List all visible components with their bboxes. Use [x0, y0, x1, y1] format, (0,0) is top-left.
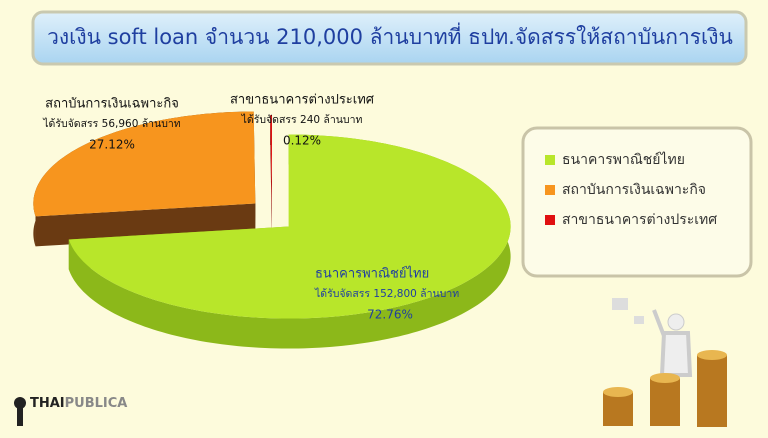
- coins-figure: [603, 298, 727, 427]
- slice-amount: ได้รับจัดสรร 152,800 ล้านบาท: [314, 287, 459, 300]
- legend-swatch: [545, 185, 555, 195]
- coin-top: [697, 350, 727, 360]
- slice-name: สาขาธนาคารต่างประเทศ: [230, 93, 375, 108]
- coin-stack: [603, 392, 633, 426]
- decor-square: [612, 298, 628, 310]
- slice-amount: ได้รับจัดสรร 240 ล้านบาท: [241, 113, 363, 126]
- slice: [270, 115, 272, 208]
- logo-suffix: PUBLICA: [65, 396, 128, 411]
- decor-square: [634, 316, 644, 324]
- slice-value-label: 27.12%: [89, 138, 135, 152]
- legend-swatch: [545, 215, 555, 225]
- legend-box: [521, 126, 753, 278]
- logo-icon: [17, 406, 23, 426]
- coin-top: [603, 387, 633, 397]
- legend-label: ธนาคารพาณิชย์ไทย: [562, 151, 685, 168]
- slice-face: [270, 115, 272, 238]
- pie: [33, 111, 511, 349]
- figure-head: [667, 313, 685, 331]
- slice-name: สถาบันการเงินเฉพาะกิจ: [45, 97, 179, 112]
- legend-swatch: [545, 155, 555, 165]
- coin-stack: [697, 355, 727, 427]
- slice-name: ธนาคารพาณิชย์ไทย: [315, 266, 429, 282]
- chart-title: วงเงิน soft loan จำนวน 210,000 ล้านบาทที…: [47, 22, 733, 49]
- slice-value-label: 72.76%: [367, 308, 413, 322]
- slice-value-label: 0.12%: [283, 134, 321, 148]
- slice: [68, 134, 511, 319]
- slice-amount: ได้รับจัดสรร 56,960 ล้านบาท: [42, 117, 181, 130]
- legend-label: สถาบันการเงินเฉพาะกิจ: [562, 182, 706, 198]
- slice: [33, 111, 256, 217]
- figure-body: [652, 309, 693, 377]
- coin-top: [650, 373, 680, 383]
- coin-stack: [650, 378, 680, 426]
- legend-label: สาขาธนาคารต่างประเทศ: [562, 212, 717, 228]
- logo: THAIPUBLICA: [14, 396, 127, 426]
- logo-text: THAIPUBLICA: [30, 396, 127, 411]
- logo-prefix: THAI: [30, 396, 65, 411]
- title-box: [31, 10, 748, 66]
